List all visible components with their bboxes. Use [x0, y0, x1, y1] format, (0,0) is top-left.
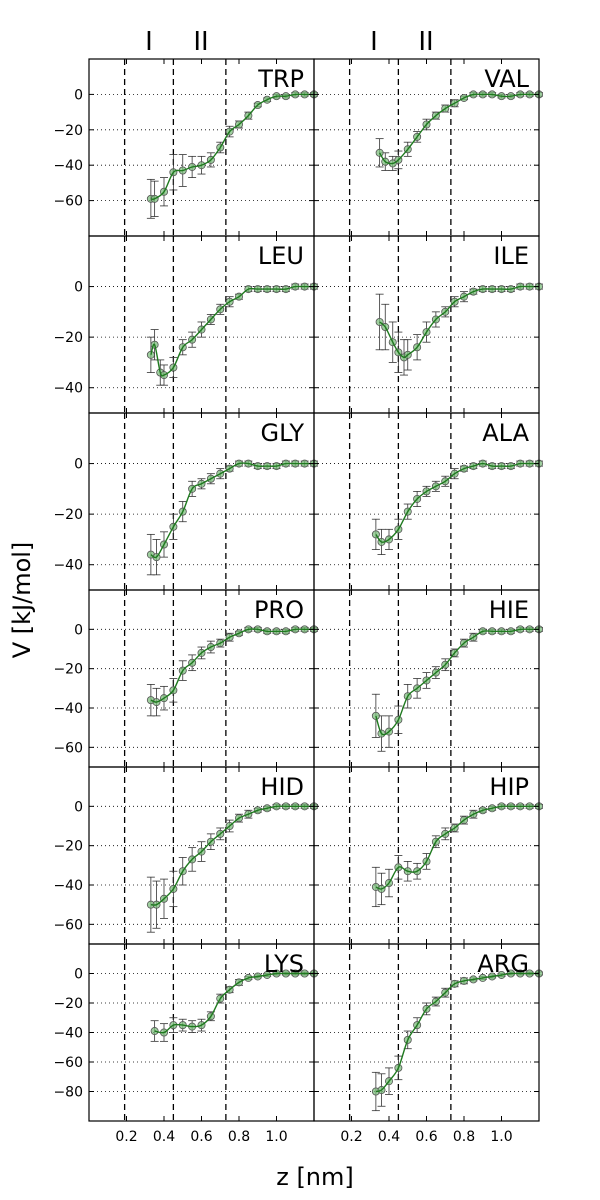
x-tick-label: 0.2: [340, 1129, 362, 1145]
y-tick-label: 0: [74, 967, 83, 983]
series-layer: [146, 90, 544, 1112]
series-line: [150, 93, 314, 201]
x-tick-label: 0.4: [378, 1129, 400, 1145]
y-tick-label: −20: [53, 330, 83, 346]
panel-label: HID: [260, 773, 304, 801]
y-tick-label: −20: [53, 839, 83, 855]
x-tick-label: 0.2: [115, 1129, 137, 1145]
y-tick-label: 0: [74, 457, 83, 473]
y-tick-label: −60: [53, 194, 83, 210]
y-tick-label: −20: [53, 996, 83, 1012]
series-line: [150, 805, 314, 906]
region-label: I: [145, 27, 153, 57]
y-tick-label: 0: [74, 87, 83, 103]
x-tick-label: 0.6: [190, 1129, 212, 1145]
grid-lines: [89, 94, 539, 1092]
y-axis-title: V [kJ/mol]: [8, 542, 36, 659]
panel-frames: [88, 58, 540, 1122]
y-tick-label: −60: [53, 917, 83, 933]
panel-label: ILE: [493, 242, 529, 270]
region-label: II: [193, 27, 208, 57]
y-tick-label: −40: [53, 878, 83, 894]
data-point: [371, 530, 380, 539]
y-tick-label: −20: [53, 123, 83, 139]
y-tick-label: 0: [74, 622, 83, 638]
region-label: II: [418, 27, 433, 57]
series-line: [375, 805, 539, 890]
series-line: [379, 285, 539, 359]
data-point: [371, 711, 380, 720]
x-tick-label: 1.0: [265, 1129, 287, 1145]
panel-label: ALA: [482, 419, 529, 447]
y-tick-label: −40: [53, 158, 83, 174]
y-tick-label: −20: [53, 662, 83, 678]
series-line: [375, 462, 539, 543]
y-tick-label: −60: [53, 1055, 83, 1071]
y-tick-label: −40: [53, 701, 83, 717]
series-line: [150, 628, 314, 703]
y-tick-label: −40: [53, 381, 83, 397]
series-line: [375, 628, 539, 736]
x-tick-label: 0.4: [153, 1129, 175, 1145]
panel-label: TRP: [257, 65, 304, 93]
series-line: [154, 972, 314, 1034]
series-line: [150, 462, 314, 559]
x-tick-label: 0.8: [453, 1129, 475, 1145]
y-tick-label: −20: [53, 507, 83, 523]
y-tick-label: −80: [53, 1085, 83, 1101]
x-axis-title: z [nm]: [276, 1163, 354, 1191]
y-tick-label: 0: [74, 799, 83, 815]
x-tick-label: 0.6: [415, 1129, 437, 1145]
panel-label: GLY: [261, 419, 305, 447]
panel-label: LYS: [264, 950, 304, 978]
panel-label: LEU: [258, 242, 304, 270]
tick-layer: 0 −20 −40 −60 0 −20 −40 0 −20 −40 0 −20 −40 −60 0 −20 −4…: [53, 59, 539, 1145]
panel-label: PRO: [254, 596, 304, 624]
y-tick-label: 0: [74, 280, 83, 296]
series-line: [375, 972, 539, 1093]
panel-label: HIE: [489, 596, 529, 624]
x-tick-label: 1.0: [490, 1129, 512, 1145]
x-tick-label: 0.8: [228, 1129, 250, 1145]
panel-label: VAL: [484, 65, 529, 93]
panel-label: HIP: [489, 773, 529, 801]
series-line: [379, 93, 539, 165]
y-tick-label: −60: [53, 740, 83, 756]
data-point: [146, 350, 155, 359]
region-label: I: [370, 27, 378, 57]
panel-label: ARG: [477, 950, 529, 978]
y-tick-label: −40: [53, 558, 83, 574]
y-tick-label: −40: [53, 1026, 83, 1042]
series-line: [150, 285, 314, 377]
